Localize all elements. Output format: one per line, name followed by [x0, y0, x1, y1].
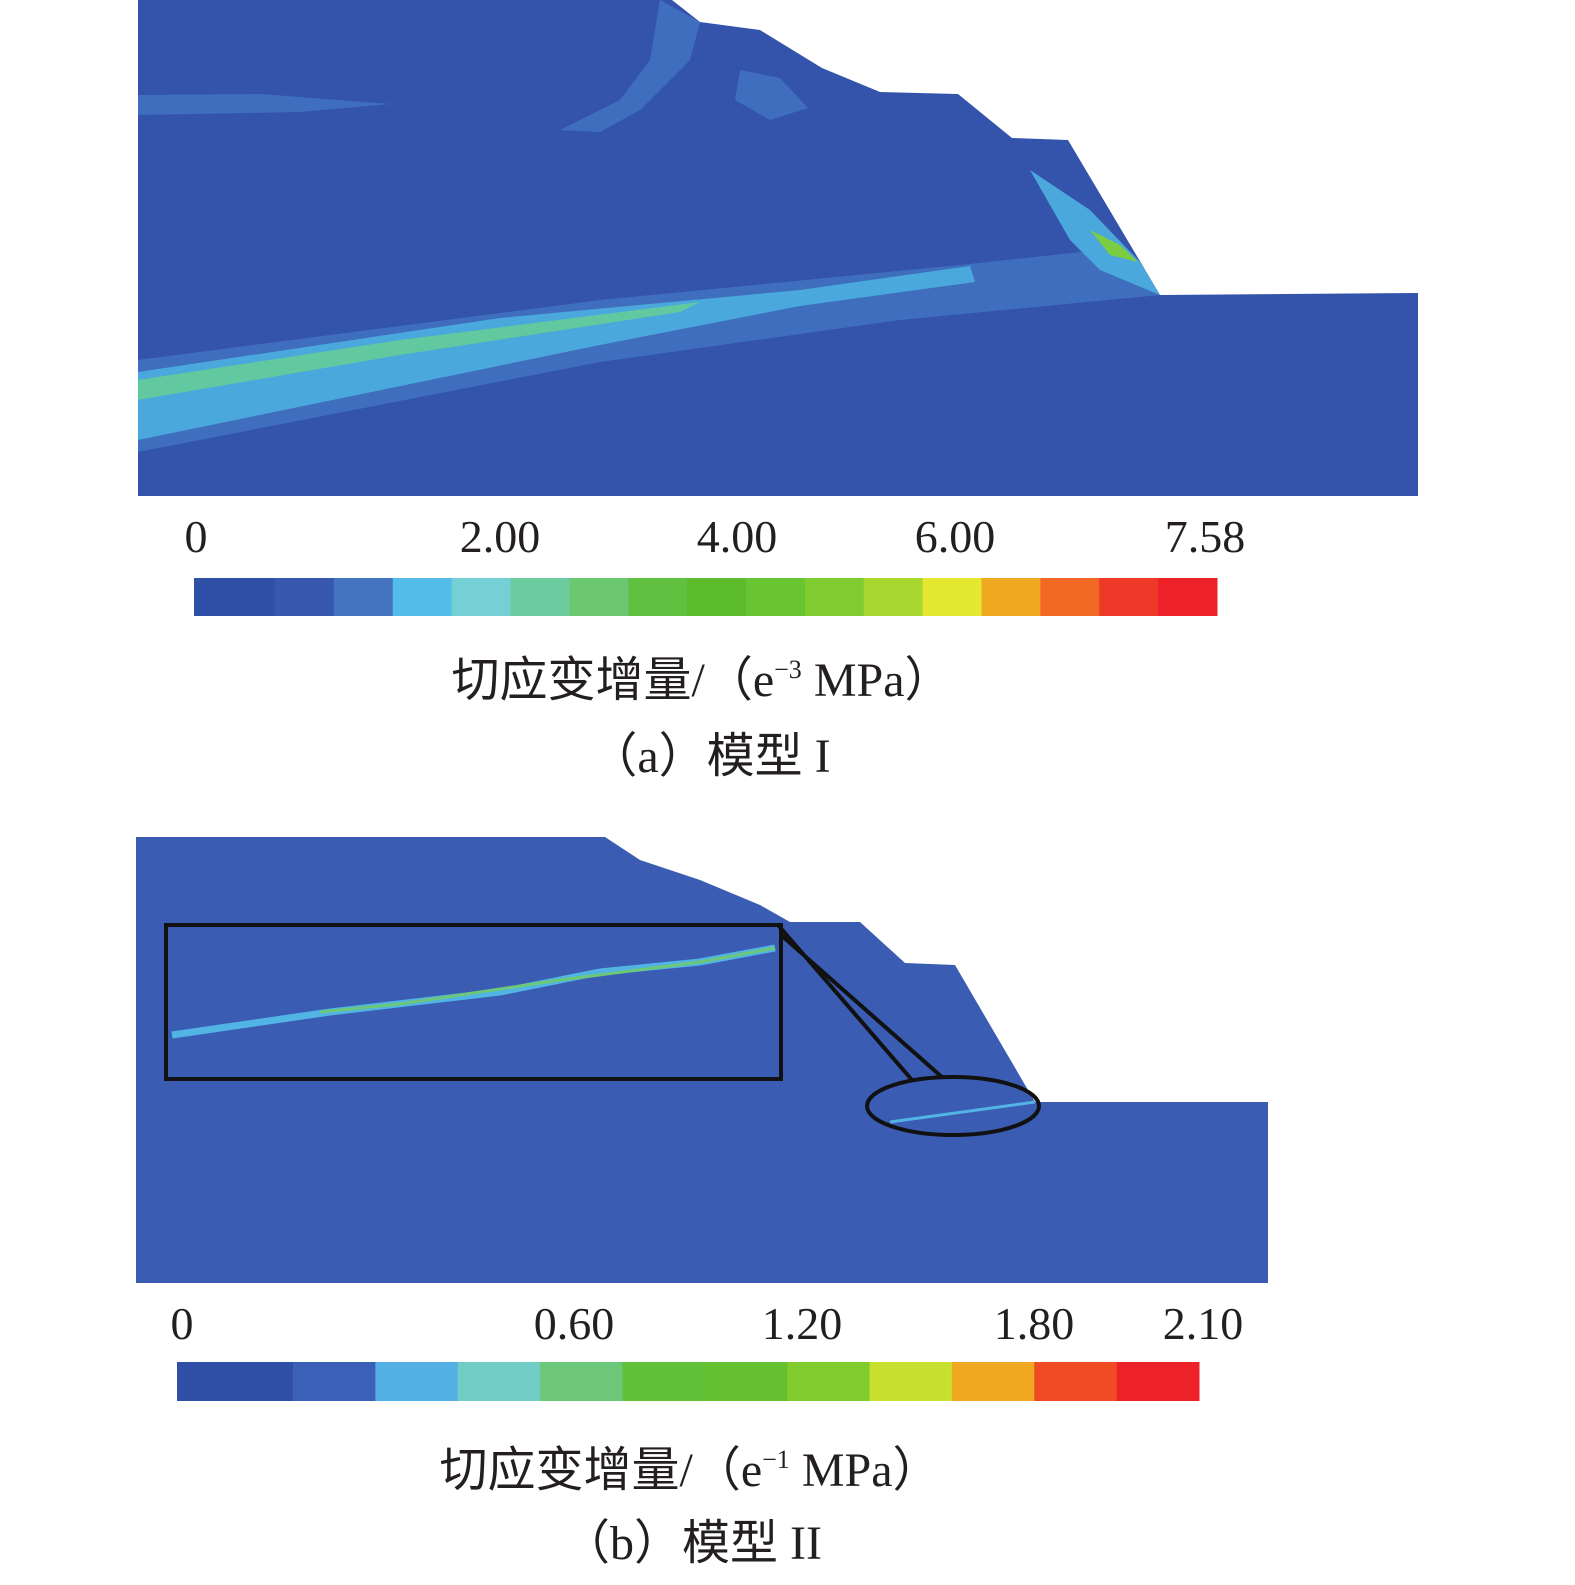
colorbar-swatch	[293, 1362, 376, 1401]
contour-plot-model-1	[138, 0, 1418, 496]
colorbar-swatch	[510, 578, 570, 616]
colorbar-swatch	[704, 1362, 788, 1401]
colorbar-swatch	[275, 578, 335, 616]
colorbar-tick: 1.20	[761, 1298, 843, 1349]
colorbar-tick: 7.58	[1164, 511, 1246, 562]
slope-body-b	[136, 837, 1268, 1283]
toe-shear-line-b	[889, 1100, 1036, 1124]
crest-zone-a	[560, 0, 700, 132]
label-prefix: 切应变增量/（e	[439, 1444, 763, 1497]
colorbar-swatch	[540, 1362, 623, 1401]
colorbar-swatch	[1034, 1362, 1118, 1401]
label-suffix: MPa）	[801, 654, 953, 707]
colorbar-swatch	[981, 578, 1041, 616]
shear-band-core-a	[138, 302, 700, 400]
callout-line-2	[779, 933, 945, 1080]
slope-body-a	[138, 0, 1418, 496]
colorbar-label: 切应变增量/（e−1 MPa）	[439, 1430, 940, 1500]
shear-band-a	[138, 266, 975, 440]
colorbar-swatch	[951, 1362, 1035, 1401]
crest-patch-a	[735, 70, 808, 120]
colorbar-swatch	[787, 1362, 871, 1401]
colorbar-swatch	[569, 578, 629, 616]
colorbar-swatch	[863, 578, 924, 616]
colorbar-tick: 0	[184, 511, 208, 562]
colorbar-swatch	[1116, 1362, 1200, 1401]
colorbar-swatch	[194, 578, 276, 616]
colorbar-swatch	[392, 578, 453, 616]
colorbar-swatch	[375, 1362, 459, 1401]
colorbar-model-1	[194, 578, 1218, 616]
colorbar-swatch	[922, 578, 982, 616]
middle-band-a	[138, 250, 1160, 452]
label-exponent: −1	[762, 1445, 790, 1474]
colorbar-swatch	[1040, 578, 1100, 616]
colorbar-swatch	[1099, 578, 1159, 616]
zoom-box	[164, 923, 783, 1081]
label-exponent: −3	[774, 655, 802, 684]
callout-ellipse	[865, 1075, 1041, 1137]
colorbar-swatch	[746, 578, 806, 616]
colorbar-model-2	[177, 1362, 1200, 1401]
colorbar-tick: 0.60	[533, 1298, 615, 1349]
colorbar-swatch	[177, 1362, 294, 1401]
colorbar-tick: 1.80	[993, 1298, 1075, 1349]
colorbar-swatch	[451, 578, 511, 616]
colorbar-swatch	[628, 578, 688, 616]
colorbar-swatch	[333, 578, 394, 616]
colorbar-tick: 2.00	[459, 511, 541, 562]
colorbar-label: 切应变增量/（e−3 MPa）	[451, 640, 952, 710]
colorbar-swatch	[457, 1362, 541, 1401]
upper-zone-a	[138, 94, 390, 115]
colorbar-tick: 4.00	[696, 511, 778, 562]
panel-caption: （b）模型 II	[562, 1517, 822, 1570]
label-suffix: MPa）	[789, 1444, 941, 1497]
shear-line-core-b	[319, 946, 776, 1014]
contour-plot-model-2	[136, 837, 1268, 1283]
colorbar-tick: 0	[170, 1298, 194, 1349]
colorbar-swatch	[1158, 578, 1218, 616]
panel-caption: （a）模型 I	[589, 730, 831, 783]
colorbar-swatch	[869, 1362, 953, 1401]
label-prefix: 切应变增量/（e	[451, 654, 775, 707]
colorbar-swatch	[687, 578, 747, 616]
colorbar-swatch	[622, 1362, 706, 1401]
colorbar-tick: 2.10	[1162, 1298, 1244, 1349]
colorbar-tick: 6.00	[914, 511, 996, 562]
colorbar-swatch	[804, 578, 865, 616]
toe-peak-a	[1090, 230, 1138, 262]
